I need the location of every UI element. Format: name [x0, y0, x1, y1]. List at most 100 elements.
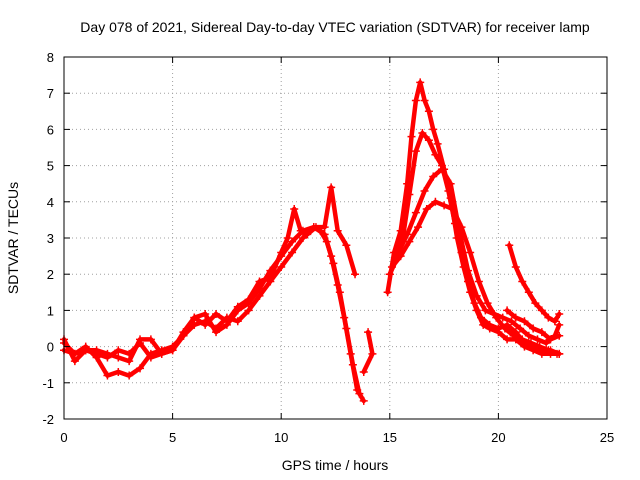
- data-point-marker: [492, 313, 501, 322]
- data-point-marker: [422, 205, 431, 214]
- data-point-marker: [526, 338, 535, 347]
- y-tick-label: 3: [47, 231, 54, 246]
- y-tick-label: 0: [47, 340, 54, 355]
- data-point-marker: [364, 328, 373, 337]
- series-track-9: [507, 242, 562, 324]
- x-tick-label: 15: [383, 430, 397, 445]
- data-point-marker: [529, 324, 538, 333]
- data-point-marker: [201, 320, 210, 329]
- data-point-marker: [411, 96, 420, 105]
- data-point-marker: [437, 165, 446, 174]
- data-point-marker: [503, 306, 512, 315]
- data-point-marker: [288, 248, 297, 257]
- data-point-marker: [416, 78, 425, 87]
- y-tick-label: 5: [47, 159, 54, 174]
- data-point-marker: [335, 288, 344, 297]
- data-point-marker: [103, 349, 112, 358]
- data-point-marker: [463, 266, 472, 275]
- data-point-marker: [92, 353, 101, 362]
- data-point-marker: [550, 317, 559, 326]
- data-point-marker: [288, 237, 297, 246]
- data-point-marker: [277, 248, 286, 257]
- data-point-marker: [233, 302, 242, 311]
- data-point-marker: [520, 317, 529, 326]
- data-point-marker: [296, 226, 305, 235]
- y-tick-label: -1: [42, 376, 54, 391]
- y-tick-label: 1: [47, 303, 54, 318]
- data-point-marker: [505, 241, 514, 250]
- data-point-marker: [481, 306, 490, 315]
- data-point-marker: [533, 335, 542, 344]
- y-tick-label: 8: [47, 50, 54, 65]
- x-tick-label: 25: [600, 430, 614, 445]
- data-point-marker: [524, 331, 533, 340]
- data-point-marker: [518, 335, 527, 344]
- data-point-marker: [537, 328, 546, 337]
- data-point-marker: [244, 295, 253, 304]
- data-point-marker: [474, 277, 483, 286]
- data-point-marker: [420, 186, 429, 195]
- data-point-marker: [114, 353, 123, 362]
- y-tick-label: 2: [47, 267, 54, 282]
- data-point-marker: [368, 349, 377, 358]
- data-point-marker: [283, 234, 292, 242]
- data-point-marker: [405, 190, 414, 199]
- data-point-marker: [524, 288, 533, 297]
- x-tick-label: 20: [491, 430, 505, 445]
- series-track-6: [387, 130, 562, 357]
- data-point-marker: [387, 262, 396, 271]
- y-tick-label: 4: [47, 195, 54, 210]
- data-point-marker: [92, 346, 101, 355]
- y-tick-label: 6: [47, 122, 54, 137]
- data-point-marker: [125, 371, 134, 380]
- data-point-marker: [403, 230, 412, 239]
- data-point-marker: [355, 389, 364, 398]
- data-point-marker: [407, 132, 416, 141]
- data-point-marker: [146, 349, 155, 358]
- data-point-marker: [555, 331, 564, 340]
- data-point-marker: [303, 230, 312, 239]
- data-point-marker: [277, 262, 286, 271]
- x-tick-label: 5: [169, 430, 176, 445]
- data-point-marker: [244, 306, 253, 315]
- x-axis-label: GPS time / hours: [282, 457, 389, 473]
- data-point-marker: [201, 310, 210, 319]
- data-point-marker: [114, 367, 123, 376]
- data-point-marker: [511, 262, 520, 271]
- data-point-marker: [418, 129, 427, 138]
- x-tick-label: 0: [60, 430, 67, 445]
- data-point-marker: [298, 234, 307, 242]
- data-point-marker: [146, 335, 155, 344]
- data-point-marker: [405, 237, 414, 246]
- data-point-marker: [424, 107, 433, 116]
- data-point-marker: [212, 310, 221, 319]
- data-point-marker: [333, 226, 342, 235]
- data-point-marker: [157, 349, 166, 358]
- data-point-marker: [411, 208, 420, 217]
- data-point-marker: [555, 310, 564, 319]
- x-tick-label: 10: [274, 430, 288, 445]
- data-point-marker: [516, 324, 525, 333]
- data-point-marker: [320, 223, 329, 232]
- data-point-marker: [327, 183, 336, 192]
- y-tick-label: -2: [42, 412, 54, 427]
- data-point-marker: [509, 331, 518, 340]
- data-point-marker: [542, 338, 551, 347]
- grid-lines: [64, 57, 607, 419]
- data-point-marker: [233, 317, 242, 326]
- data-point-marker: [429, 125, 438, 134]
- data-point-marker: [546, 335, 555, 344]
- data-point-marker: [342, 241, 351, 250]
- data-point-marker: [411, 147, 420, 156]
- data-point-marker: [359, 396, 368, 405]
- data-point-marker: [359, 367, 368, 376]
- data-point-marker: [414, 223, 423, 232]
- data-point-marker: [125, 357, 134, 366]
- data-point-marker: [472, 291, 481, 300]
- series-track-8: [389, 199, 560, 357]
- data-point-marker: [544, 346, 553, 355]
- data-point-marker: [431, 197, 440, 206]
- data-point-marker: [255, 277, 264, 286]
- data-point-marker: [383, 288, 392, 297]
